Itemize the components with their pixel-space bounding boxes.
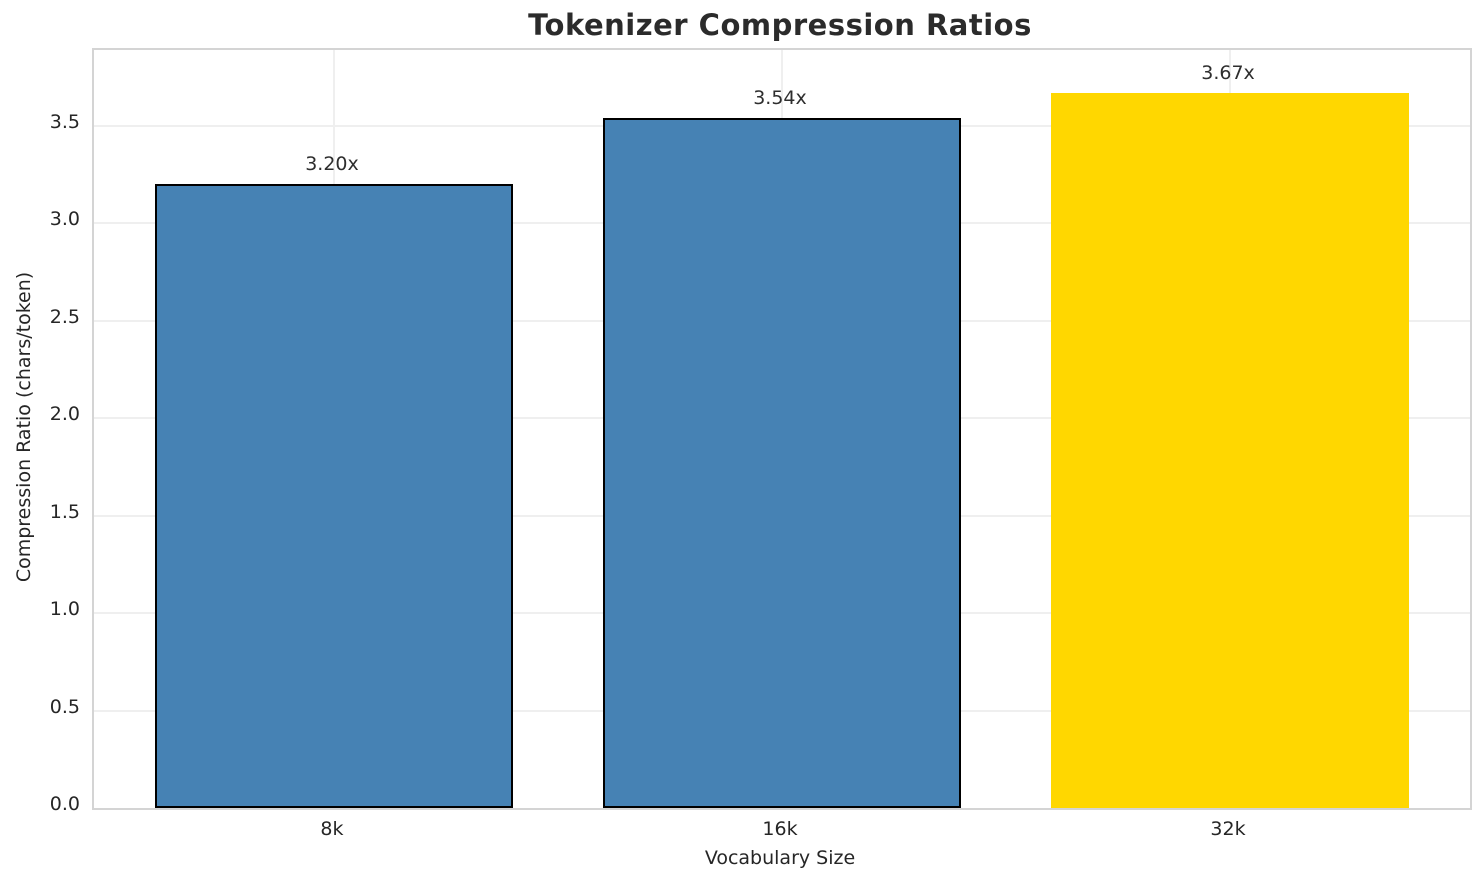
y-tick-label: 3.0 bbox=[49, 208, 80, 231]
y-tick-label: 2.0 bbox=[49, 403, 80, 426]
chart-title: Tokenizer Compression Ratios bbox=[528, 8, 1032, 42]
plot-area bbox=[92, 48, 1472, 810]
y-tick-label: 0.5 bbox=[49, 695, 80, 718]
bar-value-label: 3.20x bbox=[305, 153, 359, 176]
y-tick-label: 1.0 bbox=[49, 598, 80, 621]
y-tick-label: 2.5 bbox=[49, 305, 80, 328]
x-tick-label: 8k bbox=[320, 818, 344, 840]
bar-16k bbox=[603, 118, 961, 808]
y-tick-label: 1.5 bbox=[49, 500, 80, 523]
bar-8k bbox=[154, 184, 513, 808]
y-tick-label: 3.5 bbox=[49, 110, 80, 133]
x-tick-label: 32k bbox=[1210, 818, 1246, 840]
x-tick-label: 16k bbox=[762, 818, 798, 840]
y-tick-label: 0.0 bbox=[49, 793, 80, 815]
x-axis-label: Vocabulary Size bbox=[704, 847, 856, 869]
bar-value-label: 3.67x bbox=[1201, 61, 1255, 84]
bar-32k bbox=[1051, 92, 1410, 808]
bar-value-label: 3.54x bbox=[753, 87, 807, 110]
bars-layer bbox=[94, 50, 1470, 808]
